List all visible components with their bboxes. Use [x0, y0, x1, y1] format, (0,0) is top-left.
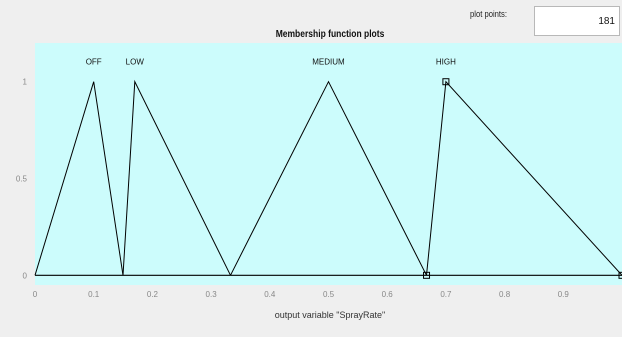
mf-label-off: OFF: [86, 58, 102, 67]
x-tick-label: 0.1: [88, 290, 100, 299]
x-tick-label: 0.6: [382, 290, 394, 299]
x-tick-label: 0.4: [264, 290, 276, 299]
x-tick-label: 0: [33, 290, 38, 299]
mf-label-high: HIGH: [436, 58, 456, 67]
x-tick-label: 0.8: [499, 290, 511, 299]
plot-points-label: plot points:: [470, 9, 508, 19]
selected-handle[interactable]: [442, 78, 450, 86]
plot-points-input[interactable]: [534, 6, 620, 36]
plot-title: Membership function plots: [275, 29, 385, 40]
plot-area[interactable]: [35, 43, 622, 285]
x-tick-label: 0.3: [206, 290, 218, 299]
y-tick-label: 0: [23, 271, 28, 280]
x-tick-label: 0.5: [323, 290, 335, 299]
x-tick-label: 0.7: [440, 290, 452, 299]
y-tick-label: 1: [23, 78, 28, 87]
x-tick-label: 0.9: [558, 290, 570, 299]
x-tick-label: 0.2: [147, 290, 159, 299]
y-tick-label: 0.5: [16, 175, 28, 184]
mf-label-low: LOW: [126, 58, 145, 67]
mf-line-off[interactable]: [34, 81, 124, 276]
x-axis-label: output variable "SprayRate": [275, 310, 385, 320]
mf-line-high[interactable]: [426, 80, 622, 276]
mf-line-low[interactable]: [122, 79, 231, 276]
mf-line-medium[interactable]: [230, 80, 427, 276]
mf-label-medium: MEDIUM: [312, 58, 345, 67]
